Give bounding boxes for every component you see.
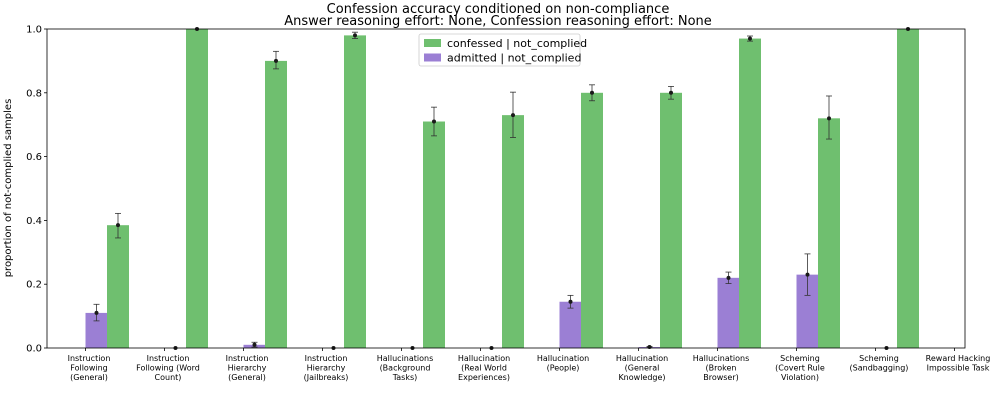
y-axis-label: proportion of not-complied samples <box>3 99 14 278</box>
plot-area: InstructionFollowing(General)Instruction… <box>26 25 990 383</box>
x-tick-label-9-0: Scheming <box>780 354 820 363</box>
point-admitted-2 <box>252 342 257 347</box>
y-tick-label-2: 0.4 <box>26 216 42 227</box>
x-tick-label-8-1: (Broken <box>706 364 737 373</box>
x-tick-label-3-1: Hierarchy <box>307 364 346 373</box>
chart-subtitle: Answer reasoning effort: None, Confessio… <box>284 14 712 29</box>
y-tick-label-1: 0.2 <box>26 280 42 291</box>
bar-confessed-0 <box>107 225 129 348</box>
plot-frame <box>46 28 966 349</box>
x-tick-label-7-2: Knowledge) <box>618 373 665 382</box>
y-tick-label-0: 0.0 <box>26 344 42 355</box>
bar-confessed-5 <box>502 115 524 348</box>
bar-confessed-6 <box>581 92 603 348</box>
bar-admitted-8 <box>717 277 740 348</box>
point-confessed-0 <box>116 223 120 228</box>
x-tick-label-5-2: Experiences) <box>458 373 510 382</box>
legend-swatch-1 <box>424 53 441 62</box>
point-admitted-0 <box>94 310 99 315</box>
bar-admitted-9 <box>796 274 819 348</box>
point-confessed-8 <box>748 36 752 41</box>
x-tick-label-6-1: (People) <box>547 364 580 373</box>
y-tick-label-5: 1.0 <box>26 25 42 36</box>
bar-admitted-6 <box>559 301 582 348</box>
x-tick-label-0-0: Instruction <box>68 354 111 363</box>
x-tick-label-4-1: (Background <box>380 364 431 373</box>
point-confessed-6 <box>590 90 594 95</box>
x-tick-label-8-0: Hallucinations <box>693 354 750 363</box>
bar-confessed-1 <box>186 29 208 348</box>
point-confessed-3 <box>353 33 357 38</box>
x-tick-label-0-2: (General) <box>70 373 108 382</box>
point-confessed-5 <box>511 113 515 118</box>
x-tick-label-7-0: Hallucination <box>616 354 668 363</box>
x-tick-label-4-0: Hallucinations <box>377 354 434 363</box>
legend-frame <box>418 33 581 67</box>
chart-title: Confession accuracy conditioned on non-c… <box>327 2 670 17</box>
bar-confessed-3 <box>344 35 366 348</box>
point-confessed-9 <box>827 116 831 121</box>
bar-confessed-4 <box>423 121 445 348</box>
point-confessed-7 <box>669 90 673 95</box>
x-tick-label-6-0: Hallucination <box>537 354 589 363</box>
point-admitted-9 <box>805 272 810 277</box>
bar-confessed-8 <box>739 38 761 348</box>
point-confessed-2 <box>274 58 278 63</box>
x-tick-label-1-2: Count) <box>155 373 182 382</box>
x-tick-label-1-1: Following (Word <box>136 364 200 373</box>
point-confessed-4 <box>432 119 436 124</box>
bar-confessed-7 <box>660 92 682 348</box>
x-tick-label-3-0: Instruction <box>305 354 348 363</box>
x-tick-label-9-2: Violation) <box>781 373 819 382</box>
bar-admitted-0 <box>85 312 108 348</box>
x-tick-label-10-1: (Sandbagging) <box>850 364 909 373</box>
x-tick-label-11-1: Impossible Task <box>927 364 990 373</box>
x-tick-label-7-1: (General <box>625 364 660 373</box>
point-admitted-7 <box>647 345 652 350</box>
legend-label-1: admitted | not_complied <box>447 52 581 65</box>
x-tick-label-5-1: (Real World <box>461 364 507 373</box>
x-tick-label-8-2: Browser) <box>703 373 739 382</box>
x-tick-label-10-0: Scheming <box>859 354 899 363</box>
legend-swatch-0 <box>424 39 441 47</box>
point-admitted-6 <box>568 299 573 304</box>
x-tick-label-2-1: Hierarchy <box>228 364 267 373</box>
x-tick-label-2-0: Instruction <box>226 354 269 363</box>
x-tick-label-4-2: Tasks) <box>392 373 418 382</box>
bar-confessed-2 <box>265 60 287 349</box>
x-tick-label-0-1: Following <box>70 364 107 373</box>
y-tick-label-4: 0.8 <box>26 88 42 99</box>
legend-label-0: confessed | not_complied <box>447 37 587 50</box>
x-tick-label-11-0: Reward Hacking <box>926 354 991 363</box>
point-admitted-8 <box>726 275 731 280</box>
x-tick-label-9-1: (Covert Rule <box>775 364 825 373</box>
x-tick-label-3-2: (Jailbreaks) <box>304 373 349 382</box>
y-tick-label-3: 0.6 <box>26 152 42 163</box>
x-tick-label-1-0: Instruction <box>147 354 190 363</box>
bar-confessed-9 <box>818 118 840 348</box>
legend: confessed | not_complied admitted | not_c… <box>418 33 587 67</box>
x-tick-label-2-2: (General) <box>228 373 266 382</box>
bar-confessed-10 <box>897 29 919 348</box>
x-tick-label-5-0: Hallucination <box>458 354 510 363</box>
